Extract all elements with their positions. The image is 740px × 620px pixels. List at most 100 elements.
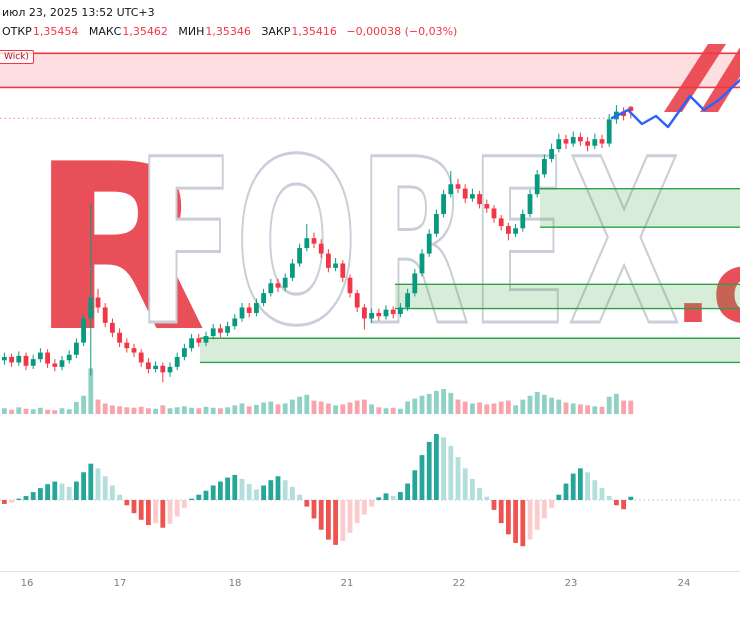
candle-body [383, 309, 389, 317]
candle-body [556, 139, 562, 150]
volume-bar [146, 408, 151, 414]
volume-bar [376, 407, 382, 414]
macd-bar [333, 500, 338, 545]
volume-bar [498, 401, 504, 414]
x-axis-label[interactable]: 23 [565, 578, 578, 589]
candle-body [268, 283, 274, 294]
macd-bar [549, 500, 554, 508]
candle-body [174, 356, 180, 367]
volume-bar [563, 402, 569, 414]
macd-bar [506, 500, 511, 535]
x-axis-label[interactable]: 21 [341, 578, 354, 589]
macd-bar [189, 498, 194, 500]
candle-body [45, 352, 50, 364]
volume-bar [16, 407, 22, 414]
candle-body [218, 328, 223, 333]
volume-bar [585, 405, 590, 414]
volume-bar [520, 399, 526, 414]
volume-bar [196, 408, 202, 414]
macd-bar [52, 481, 58, 500]
candle-body [203, 336, 209, 343]
volume-bar [506, 400, 511, 414]
macd-bar [16, 498, 22, 500]
macd-bar [95, 468, 101, 500]
candle-body [628, 106, 634, 111]
candle-body [470, 194, 475, 199]
candle-body [477, 194, 482, 205]
macd-bar [304, 500, 310, 507]
volume-bar [426, 393, 432, 414]
volume-bar [131, 407, 137, 414]
x-axis-label[interactable]: 16 [21, 578, 34, 589]
volume-bar [419, 395, 425, 414]
volume-bar [434, 390, 439, 414]
macd-bar [570, 473, 576, 500]
x-axis-label[interactable]: 17 [114, 578, 127, 589]
open-value: 1,35454 [32, 25, 79, 38]
candle-body [434, 213, 439, 234]
candle-body [66, 354, 72, 361]
candle-body [585, 141, 590, 146]
candle-body [419, 253, 425, 274]
macd-bar [628, 496, 634, 500]
volume-bar [549, 397, 554, 414]
volume-bar [153, 408, 158, 414]
candle-body [52, 363, 58, 367]
macd-bar [30, 492, 36, 500]
macd-bar [297, 494, 302, 500]
volume-bar [203, 406, 209, 414]
candle-body [455, 184, 461, 189]
x-axis-label[interactable]: 18 [229, 578, 242, 589]
candle-body [606, 119, 612, 144]
candle-body [390, 309, 396, 315]
candle-body [117, 332, 122, 343]
macd-bar [110, 485, 115, 500]
candle-body [290, 263, 295, 278]
candle-body [23, 355, 29, 366]
x-axis-label[interactable]: 22 [453, 578, 466, 589]
macd-bar [369, 500, 374, 507]
volume-bar [297, 396, 302, 414]
macd-bar [347, 500, 353, 533]
macd-bar [470, 478, 475, 500]
candle-body [441, 194, 446, 214]
macd-bar [218, 481, 223, 500]
volume-bar [52, 410, 58, 414]
macd-bar [45, 484, 50, 500]
volume-bar [66, 409, 72, 414]
macd-bar [527, 500, 533, 540]
macd-bar [174, 500, 180, 517]
volume-bar [354, 400, 360, 414]
volume-bar [261, 402, 266, 414]
macd-bar [2, 500, 7, 504]
macd-bar [398, 492, 403, 500]
macd-bar [59, 483, 65, 500]
candle-body [311, 238, 317, 244]
macd-bar [599, 488, 605, 500]
x-axis-label[interactable]: 24 [678, 578, 691, 589]
candle-body [549, 149, 554, 159]
macd-bar [38, 488, 43, 500]
candle-body [513, 228, 518, 234]
candle-body [426, 233, 432, 254]
macd-bar [563, 483, 569, 500]
candle-body [340, 263, 346, 278]
candle-body [196, 338, 202, 343]
volume-bar [246, 406, 252, 414]
volume-bar [383, 408, 389, 414]
volume-bar [160, 405, 166, 414]
macd-bar [419, 455, 425, 500]
macd-bar [124, 500, 130, 506]
volume-bar [232, 405, 238, 414]
candle-body [81, 318, 86, 343]
volume-bar [225, 407, 230, 414]
candle-body [297, 248, 302, 264]
volume-bar [282, 403, 288, 414]
volume-bar [95, 399, 101, 414]
macd-bar [376, 497, 382, 500]
volume-bar [88, 368, 94, 414]
candle-body [398, 307, 403, 315]
macd-bar [74, 481, 79, 500]
macd-bar [275, 476, 281, 500]
